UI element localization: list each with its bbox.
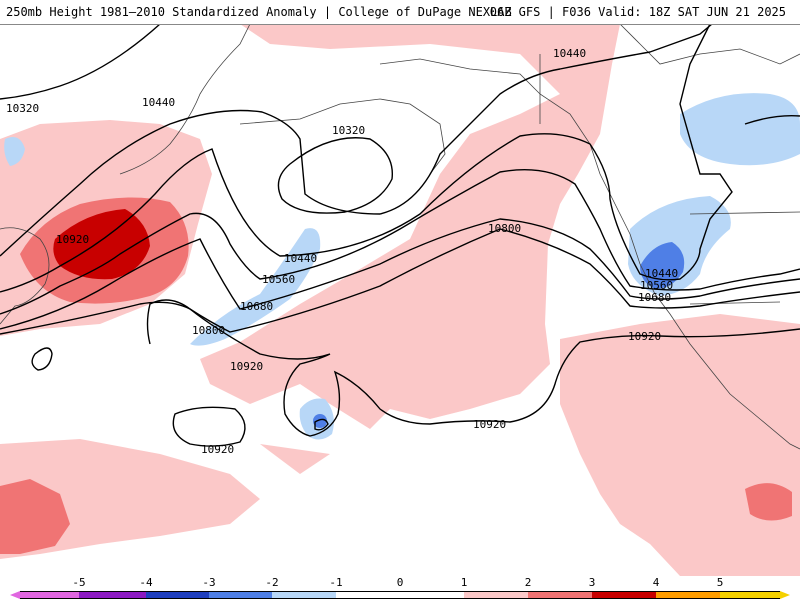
contour-label-10560-mid: 10560 [262,273,295,286]
colorbar-tick-pos1: 1 [460,576,468,589]
contour-label-10440-northwest: 10440 [142,96,175,109]
positive-anomaly-strong [53,209,151,280]
colorbar-segment-neg2 [209,591,272,599]
contour-label-10800-east: 10800 [488,222,521,235]
height-contours [0,24,800,447]
contour-label-10440-mid: 10440 [284,252,317,265]
contour-label-10920-southwest: 10920 [201,443,234,456]
colorbar-tick-pos4: 4 [652,576,660,589]
colorbar-segment-pos5 [720,591,780,599]
map-title: 250mb Height 1981–2010 Standardized Anom… [6,5,512,19]
colorbar-tick-neg1: -1 [329,576,343,589]
colorbar-segment-neg1 [272,591,336,599]
map-header: 250mb Height 1981–2010 Standardized Anom… [0,0,800,25]
colorbar-tick-pos5: 5 [716,576,724,589]
colorbar-tick-pos2: 2 [524,576,532,589]
colorbar-left-arrow [10,591,20,599]
colorbar-segment-pos4 [656,591,720,599]
contour-label-10680-trough: 10680 [638,291,671,304]
anomaly-map: 10320 10440 10320 10440 10920 10440 1056… [0,24,800,576]
colorbar-right-arrow [780,591,790,599]
contour-label-10680-mid: 10680 [240,300,273,313]
colorbar-segment-neg3 [146,591,209,599]
contour-label-10440-north: 10440 [553,47,586,60]
colorbar-segment-neg5 [20,591,79,599]
contour-label-10920-central: 10920 [230,360,263,373]
contour-label-10920-east: 10920 [628,330,661,343]
contour-label-10920-south: 10920 [473,418,506,431]
model-run-info: 06Z GFS | F036 Valid: 18Z SAT JUN 21 202… [489,5,786,19]
colorbar-tick-zero: 0 [396,576,404,589]
colorbar-tick-neg2: -2 [265,576,279,589]
colorbar-segment-neg4 [79,591,146,599]
contour-label-10920-japan: 10920 [56,233,89,246]
contour-label-10800-mid: 10800 [192,324,225,337]
colorbar-segment-pos1 [464,591,528,599]
colorbar-segment-zero [336,591,464,599]
anomaly-colorbar: -5 -4 -3 -2 -1 0 1 2 3 4 5 [0,576,800,600]
colorbar-tick-neg4: -4 [139,576,153,589]
colorbar-segment-pos3 [592,591,656,599]
contour-labels: 10320 10440 10320 10440 10920 10440 1056… [6,47,678,456]
colorbar-tick-neg5: -5 [72,576,86,589]
contour-label-10560-trough: 10560 [640,279,673,292]
colorbar-segment-pos2 [528,591,592,599]
colorbar-tick-pos3: 3 [588,576,596,589]
colorbar-tick-neg3: -3 [202,576,216,589]
contour-label-10440-trough: 10440 [645,267,678,280]
contour-label-10320-west: 10320 [6,102,39,115]
contour-label-10320-low: 10320 [332,124,365,137]
